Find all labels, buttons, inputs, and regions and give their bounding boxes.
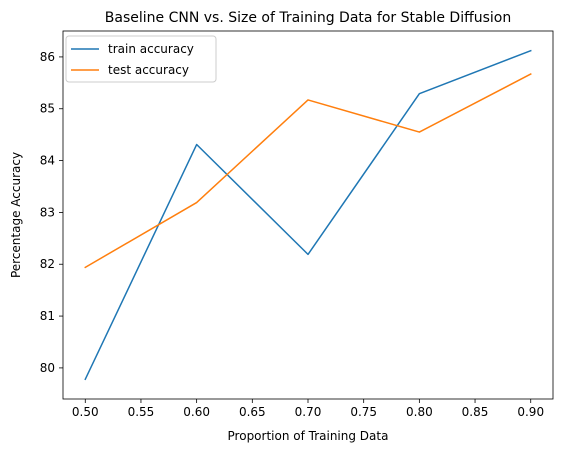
chart-title: Baseline CNN vs. Size of Training Data f… xyxy=(105,10,511,26)
plot-area: 0.50 0.55 0.60 0.65 0.70 0.75 0.80 0.85 0.90 808… xyxy=(40,30,554,419)
x-tick-label: 0.65 xyxy=(239,405,266,419)
y-tick-label: 81 xyxy=(40,309,55,323)
legend-label-test-accuracy: test accuracy xyxy=(108,63,189,77)
legend: train accuracy test accuracy xyxy=(65,35,217,83)
x-tick-label: 0.85 xyxy=(462,405,489,419)
x-tick-label: 0.90 xyxy=(517,405,544,419)
x-tick-label: 0.55 xyxy=(128,405,155,419)
y-axis-label: Percentage Accuracy xyxy=(9,152,23,278)
series-line-train-accuracy xyxy=(84,49,532,381)
y-tick-label: 80 xyxy=(40,361,55,375)
y-tick-label: 85 xyxy=(40,102,55,116)
y-tick-label: 82 xyxy=(40,257,55,271)
legend-box xyxy=(65,35,217,83)
x-tick-label: 0.60 xyxy=(183,405,210,419)
y-tick-label: 83 xyxy=(40,205,55,219)
legend-label-train-accuracy: train accuracy xyxy=(108,42,194,56)
x-axis-label: Proportion of Training Data xyxy=(228,429,389,443)
x-tick-label: 0.50 xyxy=(72,405,99,419)
x-axis-ticks: 0.50 0.55 0.60 0.65 0.70 0.75 0.80 0.85 0.90 xyxy=(72,399,544,419)
series-lines xyxy=(84,49,532,381)
x-tick-label: 0.70 xyxy=(295,405,322,419)
x-tick-label: 0.80 xyxy=(406,405,433,419)
plot-frame xyxy=(62,30,554,400)
y-tick-label: 86 xyxy=(40,50,55,64)
series-line-test-accuracy xyxy=(84,73,532,269)
y-tick-label: 84 xyxy=(40,154,55,168)
y-axis-ticks: 80 81 82 83 84 85 86 xyxy=(40,50,63,375)
x-tick-label: 0.75 xyxy=(350,405,377,419)
